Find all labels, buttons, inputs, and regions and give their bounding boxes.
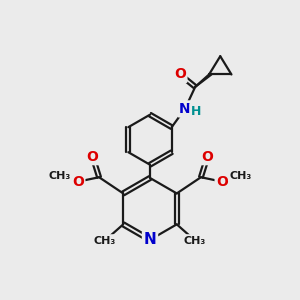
Text: O: O [174, 68, 186, 82]
Text: H: H [191, 105, 201, 118]
Text: O: O [202, 150, 213, 164]
Text: CH₃: CH₃ [229, 171, 251, 181]
Text: O: O [72, 175, 84, 189]
Text: O: O [87, 150, 98, 164]
Text: CH₃: CH₃ [94, 236, 116, 245]
Text: O: O [216, 175, 228, 189]
Text: N: N [179, 102, 191, 116]
Text: CH₃: CH₃ [184, 236, 206, 245]
Text: N: N [144, 232, 156, 247]
Text: CH₃: CH₃ [49, 171, 71, 181]
